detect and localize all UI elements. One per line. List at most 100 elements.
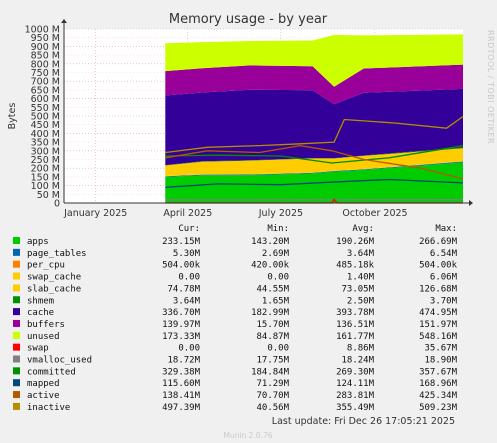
legend-swatch	[13, 331, 20, 339]
legend-value-min: 17.75M	[256, 356, 289, 366]
x-tick-label: January 2025	[63, 208, 127, 219]
y-tick-label: 900 M	[31, 42, 60, 53]
legend-value-min: 0.00	[267, 344, 289, 354]
table-header: Min:	[267, 224, 289, 234]
x-tick-label: July 2025	[258, 208, 303, 219]
table-header: Cur:	[178, 224, 200, 234]
legend-swatch	[13, 296, 20, 304]
legend-swatch	[13, 391, 20, 399]
legend-value-max: 6.54M	[430, 249, 458, 259]
legend-value-cur: 74.78M	[167, 284, 200, 294]
y-tick-label: 100 M	[31, 181, 60, 192]
legend-value-cur: 0.00	[178, 273, 200, 283]
legend-swatch	[13, 248, 20, 256]
area-slab-cache	[165, 148, 464, 176]
legend-value-avg: 18.24M	[341, 356, 374, 366]
legend-value-avg: 161.77M	[336, 332, 375, 342]
legend-value-min: 44.55M	[256, 284, 289, 294]
legend-value-cur: 233.15M	[162, 237, 201, 247]
legend-value-max: 35.67M	[424, 344, 457, 354]
legend-value-max: 425.34M	[419, 391, 458, 401]
x-axis-arrow	[469, 200, 473, 206]
legend-swatch	[13, 343, 20, 351]
legend-value-cur: 504.00k	[162, 261, 201, 271]
legend-swatch	[13, 379, 20, 387]
legend-value-min: 1.65M	[262, 296, 290, 306]
area-swap-cache	[165, 161, 464, 177]
y-tick-label: 550 M	[31, 103, 60, 114]
y-axis-label: Bytes	[7, 103, 18, 130]
legend-swatch	[13, 319, 20, 327]
legend-swatch	[13, 237, 20, 244]
legend-value-avg: 485.18k	[336, 261, 375, 271]
legend-value-max: 151.97M	[419, 320, 458, 330]
legend-value-max: 474.95M	[419, 308, 458, 318]
legend-value-min: 40.56M	[256, 403, 289, 413]
legend-value-cur: 336.70M	[162, 308, 201, 318]
y-tick-label: 800 M	[31, 59, 60, 70]
legend-label: swap	[27, 344, 49, 354]
legend-label: active	[27, 391, 60, 401]
legend-value-cur: 173.33M	[162, 332, 201, 342]
table-header: Avg:	[352, 224, 374, 234]
y-tick-label: 850 M	[31, 51, 60, 62]
legend-value-avg: 3.64M	[347, 249, 375, 259]
legend-value-cur: 3.64M	[173, 296, 201, 306]
line-inactive	[165, 115, 464, 154]
legend-value-avg: 283.81M	[336, 391, 375, 401]
rrdtool-credit: RRDTOOL / TOBI OETIKER	[486, 30, 495, 144]
legend-value-cur: 5.30M	[173, 249, 201, 259]
y-tick-label: 650 M	[31, 85, 60, 96]
legend-value-cur: 329.38M	[162, 367, 201, 377]
legend-value-max: 509.23M	[419, 403, 458, 413]
legend-label: page_tables	[27, 249, 87, 259]
x-tick-label: April 2025	[163, 208, 212, 219]
y-tick-label: 1000 M	[25, 25, 60, 36]
y-tick-label: 450 M	[31, 120, 60, 131]
y-tick-label: 300 M	[31, 146, 60, 157]
y-tick-label: 50 M	[37, 190, 60, 201]
legend-value-cur: 0.00	[178, 344, 200, 354]
y-tick-label: 250 M	[31, 155, 60, 166]
y-tick-label: 500 M	[31, 112, 60, 123]
legend-value-cur: 138.41M	[162, 391, 201, 401]
table-header: Max:	[435, 224, 457, 234]
y-tick-label: 150 M	[31, 172, 60, 183]
area-page-tables	[165, 161, 464, 177]
legend-value-min: 0.00	[267, 273, 289, 283]
legend-value-min: 182.99M	[251, 308, 290, 318]
legend-value-min: 84.87M	[256, 332, 289, 342]
legend-label: apps	[27, 237, 49, 247]
legend-value-cur: 115.60M	[162, 379, 201, 389]
legend-value-avg: 136.51M	[336, 320, 375, 330]
legend-value-cur: 18.72M	[167, 356, 200, 366]
legend-table: Cur: Min: Avg: Max: apps 233.15M 143.20M 190.26…	[13, 224, 458, 413]
y-tick-label: 950 M	[31, 33, 60, 44]
legend-value-avg: 355.49M	[336, 403, 375, 413]
legend-value-min: 420.00k	[251, 261, 290, 271]
legend-value-max: 548.16M	[419, 332, 458, 342]
legend-label: swap_cache	[27, 273, 81, 283]
legend-value-max: 168.96M	[419, 379, 458, 389]
legend-label: buffers	[27, 320, 65, 330]
legend-swatch	[13, 260, 20, 268]
legend-value-min: 71.29M	[256, 379, 289, 389]
y-tick-label: 400 M	[31, 129, 60, 140]
stacked-areas	[165, 34, 464, 203]
y-axis-arrow	[61, 19, 67, 23]
legend-value-avg: 8.86M	[347, 344, 375, 354]
legend-label: inactive	[27, 403, 70, 413]
legend-value-avg: 393.78M	[336, 308, 375, 318]
area-buffers	[165, 64, 464, 105]
legend-swatch	[13, 284, 20, 292]
legend-label: unused	[27, 332, 60, 342]
legend-value-avg: 73.05M	[341, 284, 374, 294]
legend-value-avg: 124.11M	[336, 379, 375, 389]
legend-swatch	[13, 308, 20, 316]
y-tick-label: 600 M	[31, 94, 60, 105]
legend-label: committed	[27, 367, 76, 377]
legend-label: cache	[27, 308, 54, 318]
legend-value-max: 18.90M	[424, 356, 457, 366]
legend-value-min: 15.70M	[256, 320, 289, 330]
